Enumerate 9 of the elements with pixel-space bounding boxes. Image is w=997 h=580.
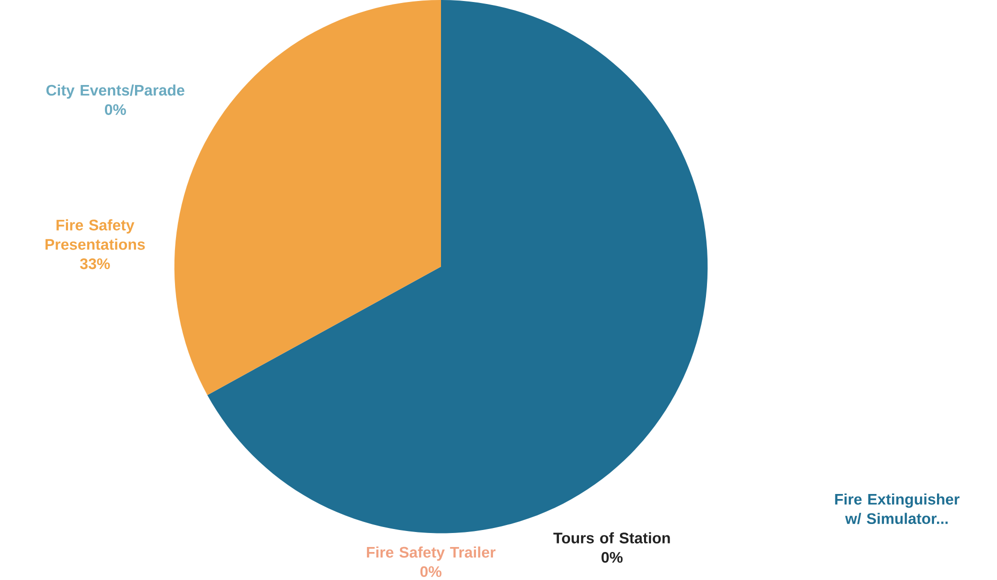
slice-label: Fire Extinguisher w/ Simulator... <box>835 493 960 524</box>
data-label: 33% <box>80 258 110 269</box>
category-label: Fire Safety Trailer <box>366 546 496 560</box>
slice-label: Fire Safety Presentations <box>46 219 145 250</box>
category-label: Tours of Station <box>553 532 670 544</box>
text: 0% <box>420 566 442 577</box>
category-label: City Events/Parade <box>46 84 184 98</box>
text: 0% <box>104 104 126 115</box>
text: 0% <box>602 552 623 563</box>
